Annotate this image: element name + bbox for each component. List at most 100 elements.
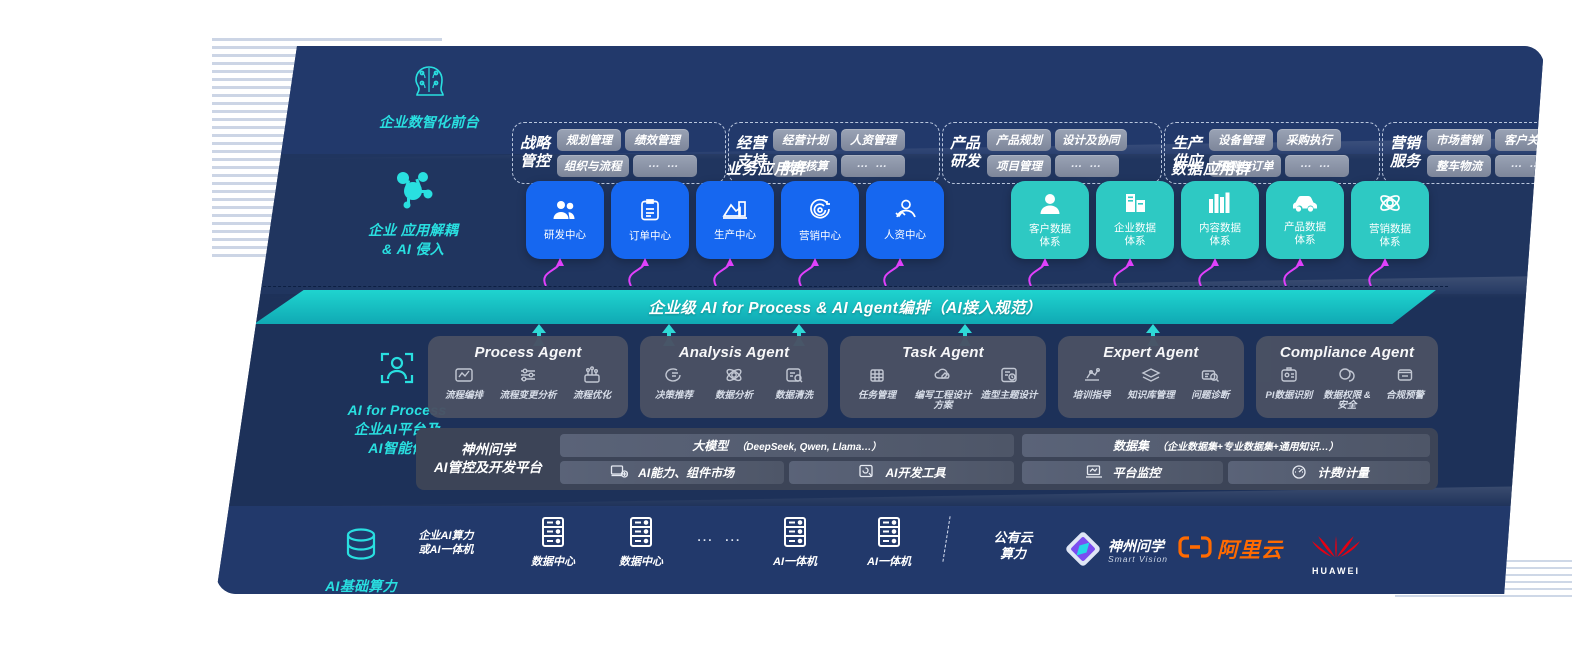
chip-more[interactable]: … … [632,155,697,177]
app-card-label: 人资中心 [884,229,926,242]
chip[interactable]: 产品规划 [987,129,1052,151]
group-name: 战略 管控 [520,135,551,170]
diagnose-icon [1200,366,1220,389]
agent-feature[interactable]: 培训指导 [1062,366,1121,401]
app-card-marketing-center[interactable]: 营销中心 [781,181,859,259]
agent-feature[interactable]: 数据清洗 [764,366,823,401]
platform-cell-monitor[interactable]: 平台监控 [1021,461,1224,484]
llm-row[interactable]: 大模型 （DeepSeek, Qwen, Llama…） [560,434,1014,457]
agent-card-compliance[interactable]: Compliance Agent PI数据识别 数据权限 & 安全 合规预警 [1256,336,1438,418]
chip[interactable]: 整车物流 [1427,155,1492,177]
dataset-row[interactable]: 数据集 （企业数据集+专业数据集+通用知识…） [1021,434,1430,457]
bars-content-icon [1208,192,1232,219]
agent-feature[interactable]: 数据分析 [704,366,763,401]
chip[interactable]: 组织与流程 [557,155,629,177]
infra-node-datacenter-2[interactable]: 数据中心 [604,516,678,570]
group-name: 产品 研发 [950,135,981,170]
agent-card-task[interactable]: Task Agent 任务管理 编写工程设计方案 造型主题设计 [840,336,1046,418]
chip[interactable]: 市场营销 [1427,129,1492,151]
chip[interactable]: 经营计划 [773,129,838,151]
agent-features: 流程编排 流程变更分析 流程优化 [428,366,628,401]
agent-card-process[interactable]: Process Agent 流程编排 流程变更分析 流程优化 [428,336,628,418]
vendor-aliyun[interactable]: 阿里云 [1178,534,1283,564]
agent-feature[interactable]: 流程优化 [560,366,623,401]
group-production-supply[interactable]: 生产 供应 设备管理 采购执行 预测与订单 … … [1164,122,1380,184]
data-card-product[interactable]: 产品数据 体系 [1266,181,1344,259]
data-card-content[interactable]: 内容数据 体系 [1181,181,1259,259]
chip-list: 经营计划 人资管理 财务核算 … … [773,129,932,177]
chip-more[interactable]: … … [1055,155,1120,177]
platform-cell-label: AI能力、组件市场 [638,466,735,480]
infra-node-ai-appliance-2[interactable]: AI一体机 [852,516,926,570]
chip-list: 规划管理 绩效管理 组织与流程 … … [557,129,718,177]
agent-feature[interactable]: 决策推荐 [644,366,703,401]
platform-cell-ai-devtool[interactable]: AI开发工具 [789,461,1014,484]
chip[interactable]: 采购执行 [1277,129,1342,151]
agent-feature[interactable]: 造型主题设计 [976,366,1041,401]
agent-card-expert[interactable]: Expert Agent 培训指导 知识库管理 问题诊断 [1058,336,1244,418]
group-name: 经营 支持 [736,135,767,170]
app-card-production-center[interactable]: 生产中心 [696,181,774,259]
data-card-enterprise[interactable]: 企业数据 体系 [1096,181,1174,259]
chip-more[interactable]: … … [1495,155,1544,177]
chip-more[interactable]: … … [1284,155,1349,177]
agent-feature[interactable]: 知识库管理 [1122,366,1181,401]
agent-feature[interactable]: 流程编排 [432,366,495,401]
chip[interactable]: 项目管理 [987,155,1052,177]
agent-feature-label: 造型主题设计 [980,390,1038,401]
aliyun-icon [1178,535,1212,564]
brain-network-icon [324,62,534,107]
infra-node-ai-appliance-1[interactable]: AI一体机 [758,516,832,570]
diagram-board: 企业数智化前台 企业 应用解耦 & [216,46,1544,594]
gauge-icon [1290,464,1308,482]
infra-node-datacenter-1[interactable]: 数据中心 [516,516,590,570]
vendor-huawei[interactable]: HUAWEI [1310,524,1362,576]
data-card-marketing[interactable]: 营销数据 体系 [1351,181,1429,259]
agent-feature[interactable]: 数据权限 & 安全 [1318,366,1375,412]
platform-cell-ai-market[interactable]: AI能力、组件市场 [560,461,785,484]
platform-right-column: 数据集 （企业数据集+专业数据集+通用知识…） 平台监控 计费/计量 [1021,434,1430,484]
monitor-icon [1085,464,1103,482]
platform-cell-billing[interactable]: 计费/计量 [1228,461,1430,484]
chip[interactable]: 财务核算 [773,155,838,177]
agent-feature[interactable]: 流程变更分析 [496,366,559,401]
agent-feature[interactable]: PI数据识别 [1260,366,1317,401]
app-card-order-center[interactable]: 订单中心 [611,181,689,259]
chip[interactable]: 预测与订单 [1209,155,1281,177]
agent-feature-label: 流程变更分析 [499,390,557,401]
group-marketing-service[interactable]: 营销 服务 市场营销 客户关系 整车物流 … … [1382,122,1544,184]
chip[interactable]: 设备管理 [1209,129,1274,151]
data-apps-caption: 数据应用群 [1171,161,1252,178]
agent-features: 任务管理 编写工程设计方案 造型主题设计 [840,366,1046,412]
agent-title: Process Agent [474,344,582,361]
chip[interactable]: 规划管理 [557,129,622,151]
chip[interactable]: 设计及协同 [1055,129,1127,151]
agent-feature[interactable]: 任务管理 [844,366,909,401]
agent-feature[interactable]: 合规预警 [1376,366,1433,401]
group-product-rd[interactable]: 产品 研发 产品规划 设计及协同 项目管理 … … [942,122,1162,184]
decision-bubble-icon [664,366,684,389]
chip[interactable]: 人资管理 [841,129,906,151]
group-operation-support[interactable]: 经营 支持 经营计划 人资管理 财务核算 … … [728,122,940,184]
app-card-hr-center[interactable]: 人资中心 [866,181,944,259]
chip[interactable]: 客户关系 [1495,129,1544,151]
app-card-rd-center[interactable]: 研发中心 [526,181,604,259]
vendor-smartvision[interactable]: 神州问学 Smart Vision [1064,530,1168,573]
layers-knowledge-icon [1141,366,1161,389]
agent-feature[interactable]: 编写工程设计方案 [910,366,975,412]
group-strategy[interactable]: 战略 管控 规划管理 绩效管理 组织与流程 … … [512,122,726,184]
chip[interactable]: 绩效管理 [625,129,690,151]
platform-cell-label: 计费/计量 [1317,466,1369,480]
data-card-customer[interactable]: 客户数据 体系 [1011,181,1089,259]
agent-card-analysis[interactable]: Analysis Agent 决策推荐 数据分析 数据清洗 [640,336,828,418]
ai-person-scan-icon [292,346,502,395]
left-rail: 企业数智化前台 企业 应用解耦 & [216,46,479,594]
chip-more[interactable]: … … [841,155,906,177]
cloud-write-icon [933,366,953,389]
target-spiral-icon [808,198,832,227]
agent-feature-label: 任务管理 [857,390,896,401]
infra-label: 数据中心 [531,556,575,568]
server-rack-icon [538,516,568,553]
agent-feature[interactable]: 问题诊断 [1181,366,1240,401]
atom-marketing-icon [1378,191,1402,220]
